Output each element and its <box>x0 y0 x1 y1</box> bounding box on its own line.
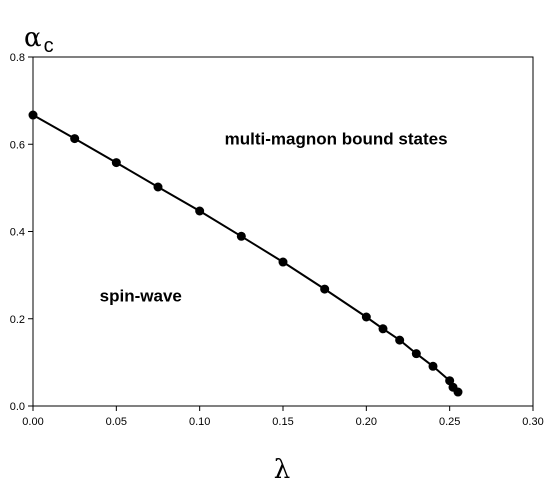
x-tick-label: 0.25 <box>439 416 460 428</box>
data-point <box>378 324 388 334</box>
data-point <box>361 312 371 322</box>
data-point <box>111 158 121 168</box>
data-point <box>195 206 205 216</box>
x-axis-ticks: 0.00 0.05 0.10 0.15 0.20 0.25 0.30 <box>22 406 544 428</box>
annotations-group: multi-magnon bound states spin-wave <box>100 129 448 305</box>
x-tick-label: 0.10 <box>189 416 210 428</box>
data-point <box>428 361 438 371</box>
data-point <box>278 257 288 267</box>
x-tick-label: 0.20 <box>356 416 377 428</box>
x-tick-label: 0.05 <box>106 416 127 428</box>
y-axis-ticks: 0.0 0.2 0.4 0.6 0.8 <box>10 52 33 413</box>
y-tick-label: 0.8 <box>10 52 25 64</box>
x-tick-label: 0.15 <box>272 416 293 428</box>
x-axis-label: λ <box>274 455 290 485</box>
data-point <box>70 134 80 144</box>
data-point <box>453 387 463 397</box>
plot-area-frame <box>32 56 534 407</box>
data-point <box>320 284 330 294</box>
series-line <box>32 114 459 393</box>
series-group <box>28 110 463 397</box>
y-axis-label-subscript: c <box>44 35 54 57</box>
x-tick-label: 0.00 <box>22 416 43 428</box>
x-tick-label: 0.30 <box>522 416 543 428</box>
y-tick-label: 0.2 <box>10 314 25 326</box>
y-tick-label: 0.4 <box>10 227 25 239</box>
y-tick-label: 0.6 <box>10 139 25 151</box>
data-point <box>236 231 246 241</box>
data-point <box>395 335 405 345</box>
data-point <box>411 349 421 359</box>
annotation-label: spin-wave <box>100 286 182 305</box>
data-point <box>153 182 163 192</box>
y-tick-label: 0.0 <box>10 401 25 413</box>
annotation-label: multi-magnon bound states <box>225 129 448 148</box>
